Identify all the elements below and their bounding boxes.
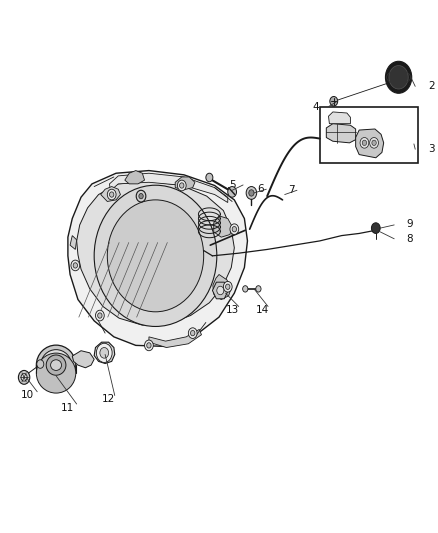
Circle shape (96, 343, 112, 362)
Polygon shape (68, 171, 247, 346)
Circle shape (228, 187, 237, 197)
Polygon shape (125, 171, 145, 184)
Polygon shape (77, 181, 234, 325)
Ellipse shape (107, 200, 204, 312)
Ellipse shape (94, 185, 217, 326)
Polygon shape (213, 274, 231, 300)
Text: 3: 3 (428, 144, 435, 154)
Polygon shape (214, 216, 232, 237)
Polygon shape (94, 342, 115, 364)
Circle shape (371, 223, 380, 233)
Text: 7: 7 (288, 185, 295, 195)
Ellipse shape (36, 353, 76, 393)
Polygon shape (70, 236, 77, 249)
Circle shape (110, 192, 114, 197)
Circle shape (223, 281, 232, 292)
Circle shape (145, 340, 153, 351)
Polygon shape (326, 124, 356, 143)
Circle shape (243, 286, 248, 292)
Circle shape (232, 227, 237, 232)
Ellipse shape (46, 355, 66, 375)
Circle shape (246, 187, 257, 199)
Bar (320, 107, 418, 163)
Polygon shape (149, 329, 201, 348)
Circle shape (256, 286, 261, 292)
Circle shape (389, 66, 408, 89)
Circle shape (147, 343, 151, 348)
Circle shape (206, 173, 213, 182)
Circle shape (226, 284, 230, 289)
Text: 13: 13 (226, 305, 239, 315)
Circle shape (370, 138, 378, 148)
Polygon shape (72, 351, 94, 368)
Circle shape (18, 370, 30, 384)
Circle shape (385, 61, 412, 93)
Polygon shape (328, 112, 350, 124)
Polygon shape (175, 177, 195, 190)
Circle shape (139, 193, 143, 199)
Circle shape (180, 183, 184, 188)
Polygon shape (101, 187, 120, 201)
Circle shape (372, 140, 376, 146)
Text: 2: 2 (428, 82, 435, 91)
Text: 14: 14 (256, 305, 269, 315)
Text: 8: 8 (406, 234, 413, 244)
Polygon shape (110, 173, 228, 203)
Circle shape (98, 313, 102, 318)
Text: 12: 12 (102, 394, 115, 403)
Ellipse shape (50, 360, 61, 370)
Circle shape (249, 190, 254, 196)
Circle shape (177, 180, 186, 191)
Text: 1: 1 (145, 195, 152, 205)
Polygon shape (356, 129, 384, 158)
Circle shape (191, 330, 195, 336)
Circle shape (188, 328, 197, 338)
Polygon shape (212, 282, 228, 299)
Circle shape (71, 260, 80, 271)
Circle shape (230, 224, 239, 235)
Text: 4: 4 (312, 102, 319, 111)
Circle shape (37, 360, 44, 368)
Circle shape (21, 374, 27, 381)
Text: 5: 5 (229, 180, 236, 190)
Circle shape (107, 189, 116, 200)
Text: 9: 9 (406, 219, 413, 229)
Circle shape (136, 190, 146, 202)
Circle shape (362, 140, 367, 146)
Circle shape (330, 96, 338, 106)
Circle shape (73, 263, 78, 268)
Ellipse shape (41, 350, 71, 381)
Circle shape (100, 348, 109, 358)
Text: 11: 11 (61, 403, 74, 413)
Circle shape (217, 286, 224, 295)
Circle shape (360, 138, 369, 148)
Circle shape (95, 310, 104, 321)
Ellipse shape (36, 345, 76, 385)
Text: 6: 6 (257, 184, 264, 194)
Text: 10: 10 (21, 391, 34, 400)
